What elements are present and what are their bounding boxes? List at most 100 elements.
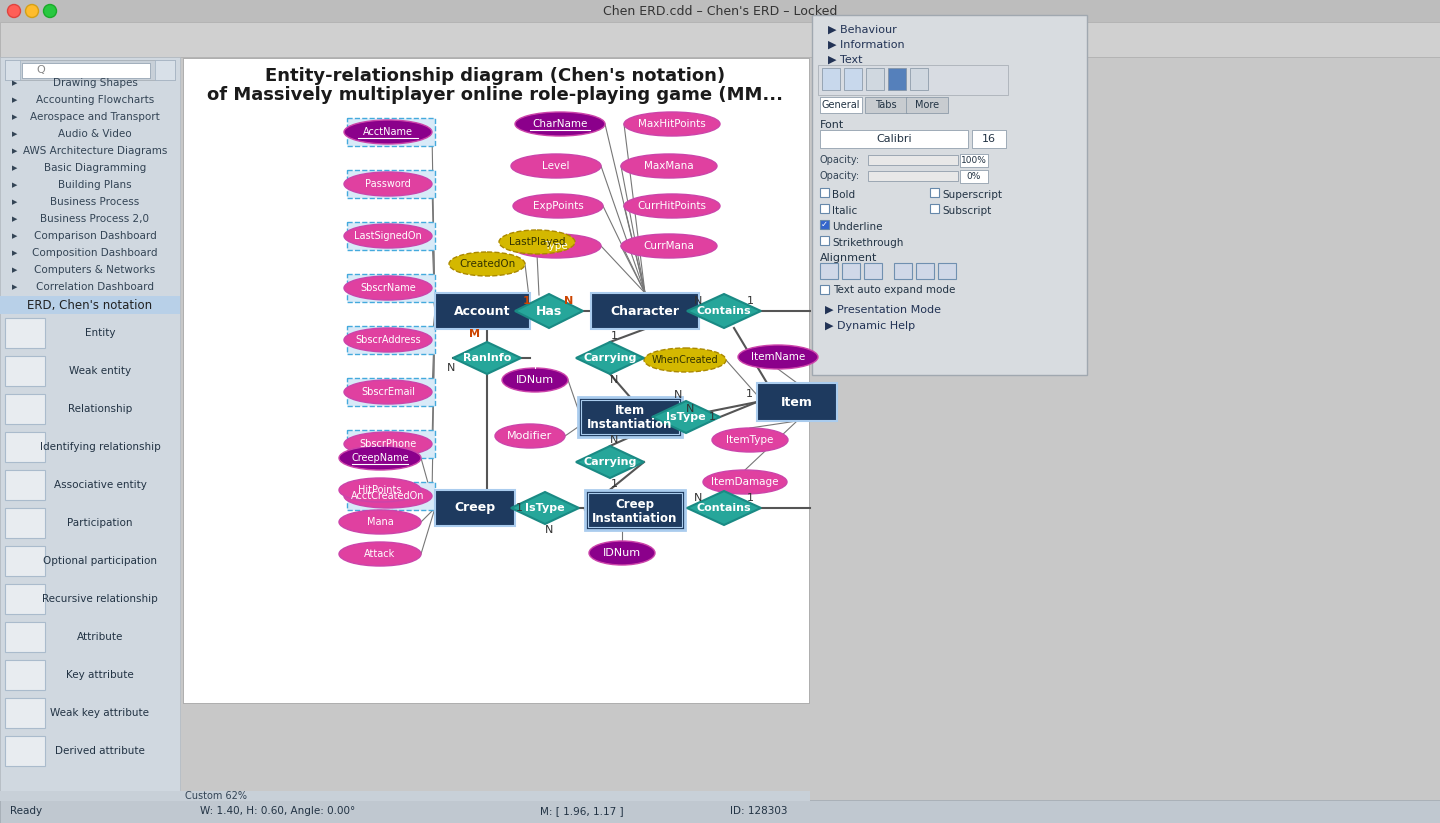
Text: W: 1.40, H: 0.60, Angle: 0.00°: W: 1.40, H: 0.60, Angle: 0.00°: [200, 806, 356, 816]
Text: 1: 1: [516, 503, 523, 513]
Text: IDNum: IDNum: [603, 548, 641, 558]
Text: Instantiation: Instantiation: [592, 512, 678, 524]
Bar: [844, 68, 863, 90]
Text: Attack: Attack: [364, 549, 396, 559]
Ellipse shape: [703, 470, 788, 494]
Ellipse shape: [511, 234, 600, 258]
Text: 1: 1: [746, 389, 753, 399]
Bar: [4, 318, 45, 348]
Text: Strikethrough: Strikethrough: [832, 238, 903, 248]
Bar: [930, 204, 939, 213]
Bar: [347, 326, 435, 354]
Text: Chen ERD.cdd – Chen's ERD – Locked: Chen ERD.cdd – Chen's ERD – Locked: [603, 4, 837, 17]
Text: MaxMana: MaxMana: [644, 161, 694, 171]
Bar: [0, 57, 180, 823]
Bar: [4, 546, 45, 576]
Ellipse shape: [621, 234, 717, 258]
Bar: [930, 188, 939, 197]
Text: Text auto expand mode: Text auto expand mode: [832, 285, 955, 295]
Bar: [4, 60, 176, 80]
Bar: [580, 400, 680, 434]
Text: Derived attribute: Derived attribute: [55, 746, 145, 756]
Text: Ready: Ready: [10, 806, 42, 816]
Text: 1: 1: [523, 296, 531, 306]
Text: CurrHitPoints: CurrHitPoints: [638, 201, 707, 211]
Ellipse shape: [511, 154, 600, 178]
Bar: [819, 97, 863, 113]
Bar: [183, 58, 809, 703]
Bar: [894, 263, 912, 279]
Text: AcctCreatedOn: AcctCreatedOn: [351, 491, 425, 501]
Bar: [4, 698, 45, 728]
Text: ExpPoints: ExpPoints: [533, 201, 583, 211]
Ellipse shape: [500, 230, 575, 254]
Text: Aerospace and Transport: Aerospace and Transport: [30, 112, 160, 122]
Text: Building Plans: Building Plans: [58, 180, 132, 190]
Text: Contains: Contains: [697, 503, 752, 513]
Bar: [347, 482, 435, 510]
Ellipse shape: [338, 510, 420, 534]
Text: IsType: IsType: [526, 503, 564, 513]
Ellipse shape: [338, 478, 420, 502]
Bar: [347, 274, 435, 302]
Text: ▶: ▶: [12, 216, 17, 222]
Ellipse shape: [344, 172, 432, 196]
Text: Custom 62%: Custom 62%: [184, 791, 248, 801]
Text: WhenCreated: WhenCreated: [652, 355, 719, 365]
Text: Creep: Creep: [455, 501, 495, 514]
Text: Q: Q: [36, 65, 45, 75]
Text: ▶: ▶: [12, 182, 17, 188]
Text: ERD, Chen's notation: ERD, Chen's notation: [27, 299, 153, 311]
Text: HitPoints: HitPoints: [359, 485, 402, 495]
Text: Opacity:: Opacity:: [819, 155, 860, 165]
Text: ▶: ▶: [12, 199, 17, 205]
Ellipse shape: [26, 4, 39, 17]
Bar: [888, 68, 906, 90]
Ellipse shape: [516, 112, 605, 136]
Text: ✓: ✓: [821, 220, 828, 229]
Ellipse shape: [344, 224, 432, 248]
Text: 1: 1: [611, 479, 618, 489]
Text: Correlation Dashboard: Correlation Dashboard: [36, 282, 154, 292]
Text: Item: Item: [780, 396, 814, 408]
Polygon shape: [511, 492, 579, 524]
Text: N: N: [609, 435, 618, 445]
Text: Has: Has: [536, 305, 562, 318]
Text: Identifying relationship: Identifying relationship: [40, 442, 160, 452]
Bar: [347, 430, 435, 458]
Text: Relationship: Relationship: [68, 404, 132, 414]
Text: Optional participation: Optional participation: [43, 556, 157, 566]
Text: N: N: [694, 493, 703, 503]
Text: Contains: Contains: [697, 306, 752, 316]
Bar: [347, 170, 435, 198]
Text: N: N: [564, 296, 573, 306]
Text: General: General: [822, 100, 860, 110]
Text: Weak entity: Weak entity: [69, 366, 131, 376]
Bar: [435, 490, 516, 526]
Text: N: N: [685, 404, 694, 414]
Ellipse shape: [589, 541, 655, 565]
Ellipse shape: [624, 194, 720, 218]
Text: Associative entity: Associative entity: [53, 480, 147, 490]
Bar: [577, 397, 683, 437]
Text: Calibri: Calibri: [876, 134, 912, 144]
Bar: [906, 97, 948, 113]
Ellipse shape: [43, 4, 56, 17]
Ellipse shape: [344, 120, 432, 144]
Text: 1: 1: [708, 412, 716, 422]
Text: Drawing Shapes: Drawing Shapes: [53, 78, 137, 88]
Text: RanInfo: RanInfo: [462, 353, 511, 363]
Bar: [156, 60, 176, 80]
Text: Business Process 2,0: Business Process 2,0: [40, 214, 150, 224]
Text: Type: Type: [544, 241, 567, 251]
Text: Font: Font: [819, 120, 844, 130]
Text: ▶: ▶: [12, 148, 17, 154]
Bar: [972, 130, 1007, 148]
Bar: [842, 263, 860, 279]
Bar: [4, 470, 45, 500]
Text: Italic: Italic: [832, 206, 857, 216]
Bar: [937, 263, 956, 279]
Text: 100%: 100%: [960, 156, 986, 165]
Text: Subscript: Subscript: [942, 206, 991, 216]
Text: Creep: Creep: [615, 497, 655, 510]
